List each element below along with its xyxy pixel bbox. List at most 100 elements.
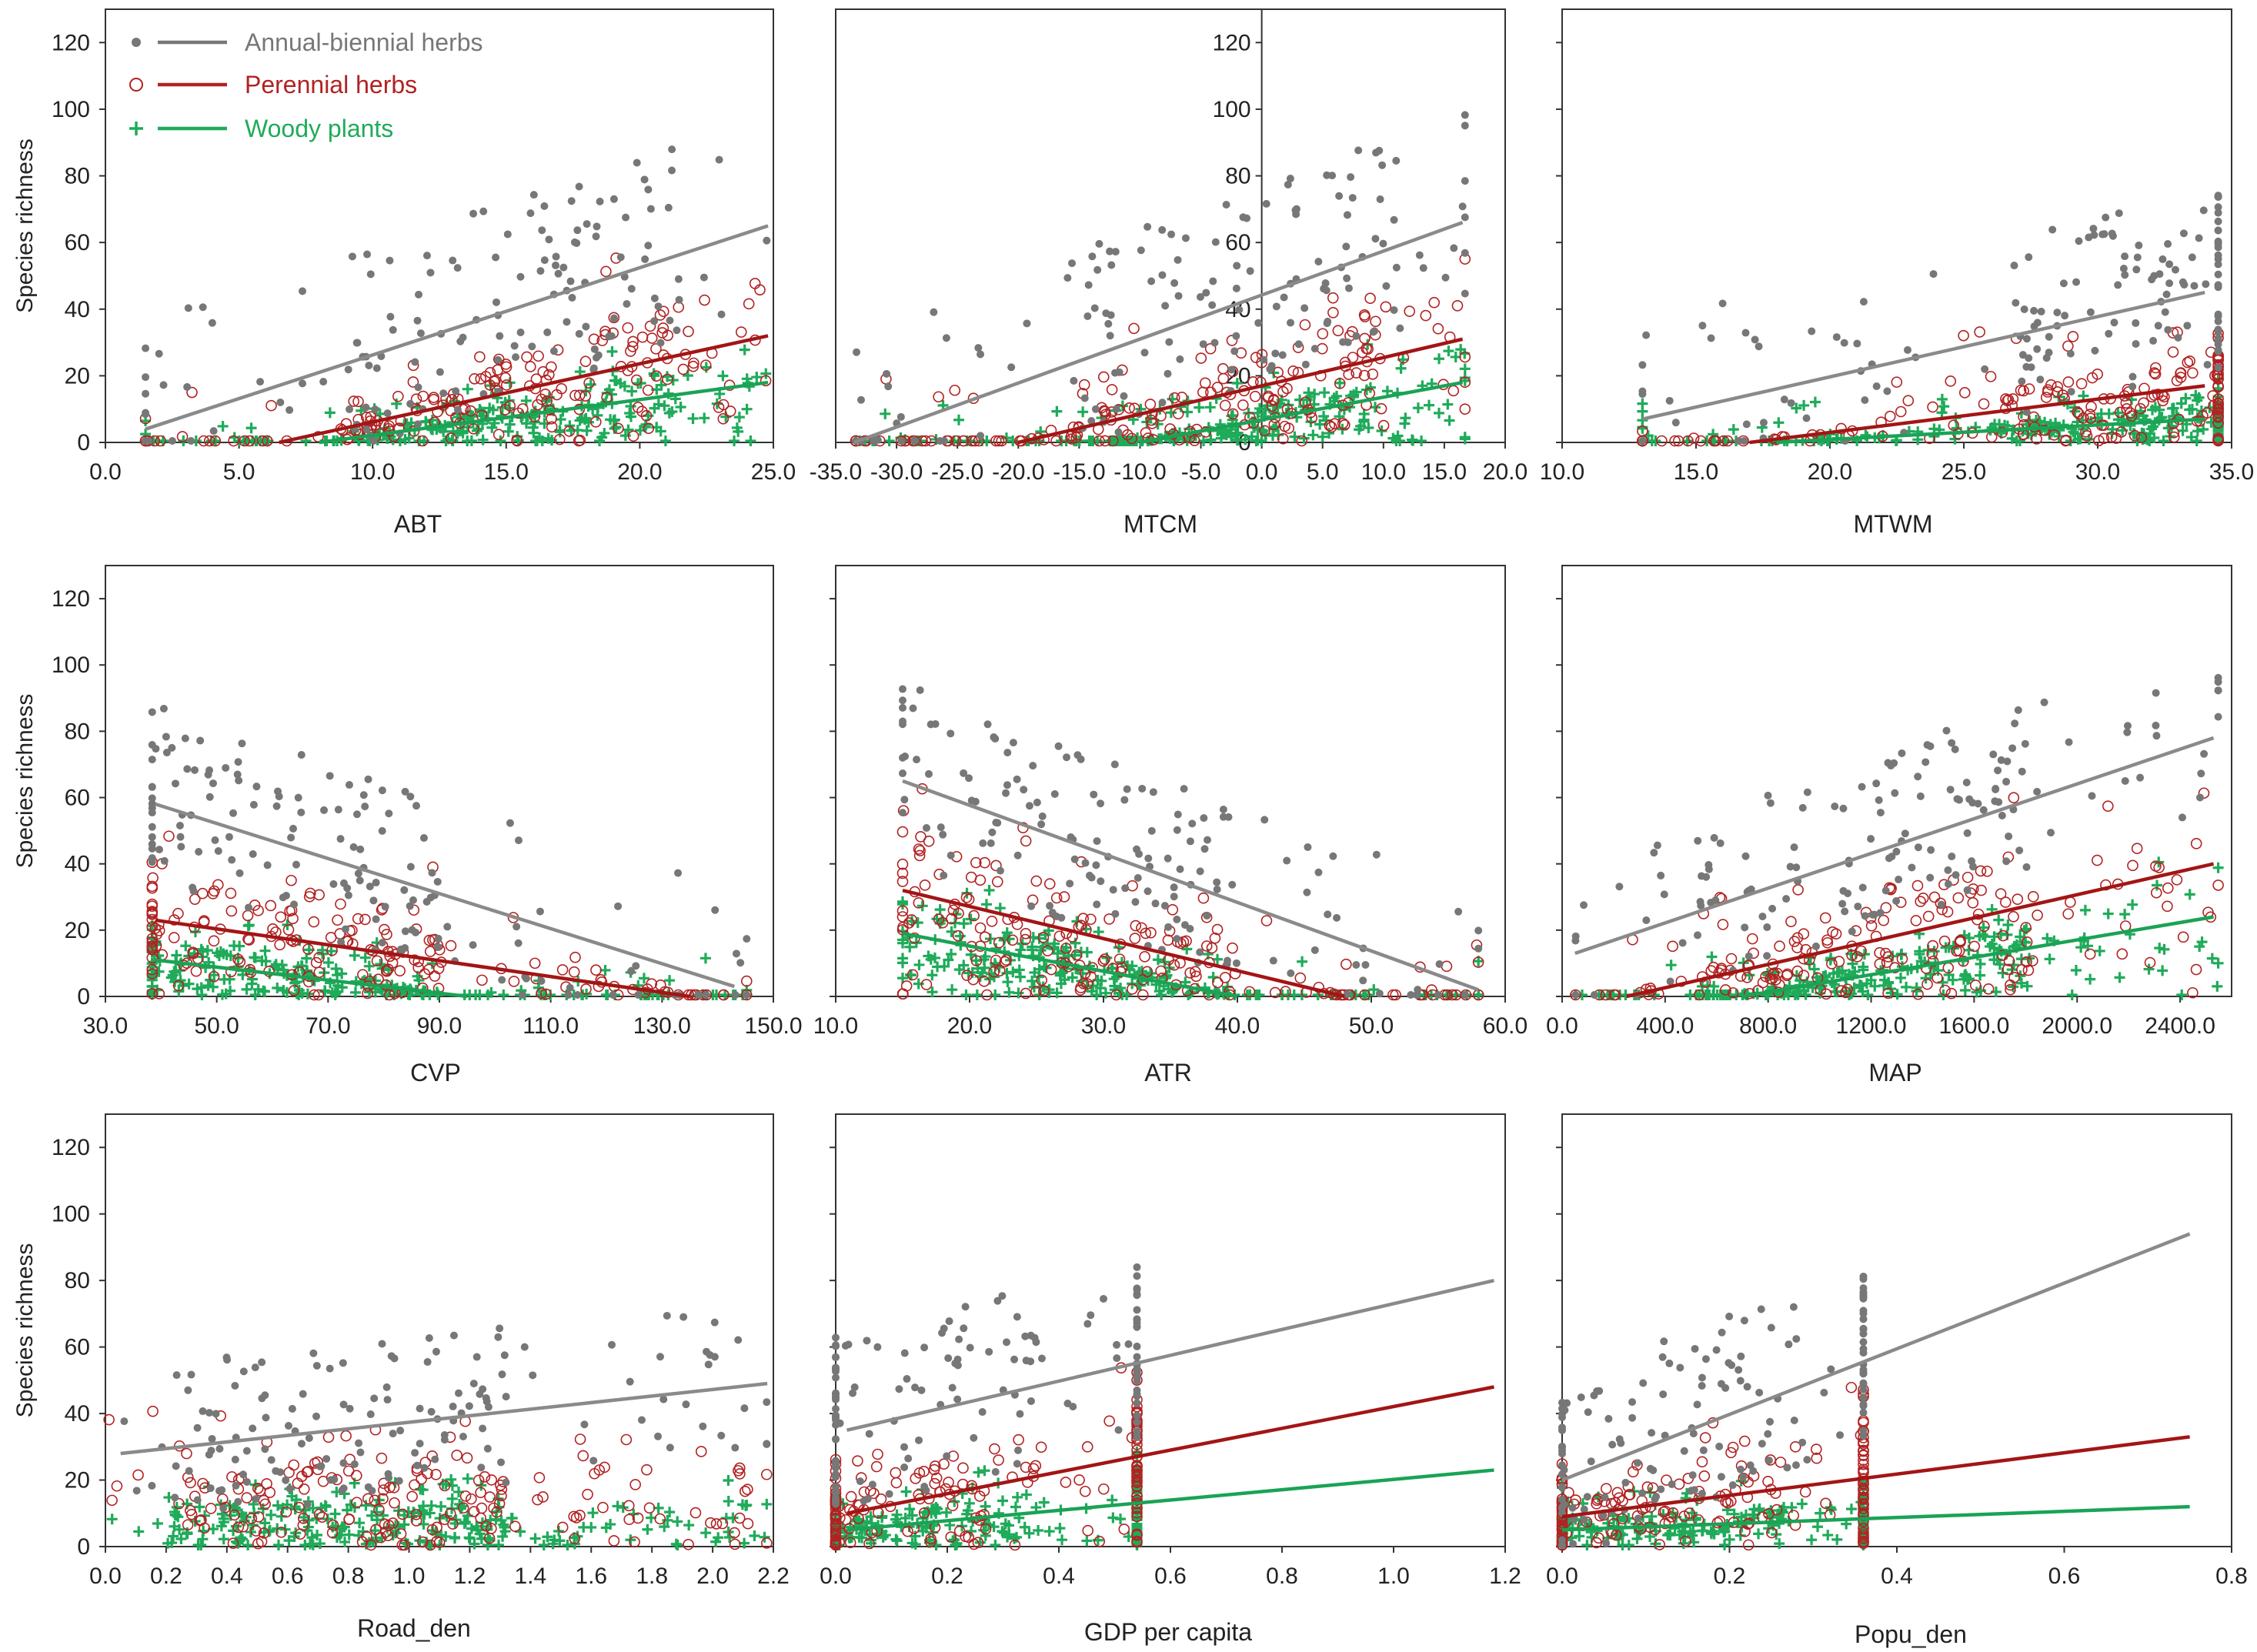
perennial-point xyxy=(256,435,269,447)
annual-point xyxy=(1050,790,1059,799)
annual-point xyxy=(231,1455,239,1463)
annual-point xyxy=(1149,788,1157,796)
annual-point xyxy=(1872,779,1881,788)
annual-point xyxy=(1419,264,1427,272)
woody-point xyxy=(1940,942,1952,953)
woody-point xyxy=(449,1533,460,1544)
annual-point xyxy=(195,847,203,856)
woody-point xyxy=(1319,387,1330,399)
woody-point xyxy=(739,344,750,355)
annual-point xyxy=(1272,302,1280,311)
perennial-point xyxy=(275,1527,287,1538)
perennial-point xyxy=(830,1512,842,1524)
perennial-point xyxy=(172,980,185,992)
perennial-point xyxy=(172,907,184,919)
annual-point xyxy=(252,783,261,791)
perennial-point xyxy=(352,395,364,408)
annual-point xyxy=(160,856,169,865)
perennial-point xyxy=(623,1500,635,1512)
annual-point xyxy=(449,1402,457,1410)
perennial-point xyxy=(1404,305,1416,317)
x-tick-label: 15.0 xyxy=(484,459,529,485)
woody-point xyxy=(173,986,185,997)
woody-point xyxy=(283,1535,295,1547)
perennial-fit-line xyxy=(1749,384,2205,445)
perennial-point xyxy=(1390,989,1401,1001)
perennial-point xyxy=(1928,891,1941,903)
perennial-point xyxy=(540,988,552,1000)
annual-point xyxy=(2022,863,2031,871)
perennial-point xyxy=(1281,382,1293,395)
perennial-point xyxy=(1669,435,1681,447)
woody-point xyxy=(619,380,630,392)
woody-point xyxy=(1878,980,1890,991)
annual-point xyxy=(1063,753,1071,762)
perennial-point xyxy=(996,435,1007,447)
x-axis-title: Road_den xyxy=(357,1614,471,1642)
perennial-point xyxy=(147,1405,159,1417)
annual-point xyxy=(1091,405,1100,413)
annual-point xyxy=(1324,910,1332,919)
annual-point xyxy=(1027,1357,1035,1366)
perennial-point xyxy=(252,1511,265,1523)
perennial-point xyxy=(1826,958,1838,970)
annual-point xyxy=(666,316,674,325)
perennial-point xyxy=(2002,394,2015,405)
perennial-point xyxy=(287,913,299,925)
annual-point xyxy=(2214,281,2222,289)
x-tick-label: 60.0 xyxy=(1483,1013,1527,1039)
annual-point xyxy=(1968,863,1977,871)
annual-point xyxy=(1164,369,1172,378)
perennial-point xyxy=(1122,429,1134,441)
woody-point xyxy=(342,1504,353,1516)
perennial-point xyxy=(1332,325,1344,337)
annual-point xyxy=(1123,785,1131,793)
perennial-point xyxy=(729,1527,740,1539)
perennial-point xyxy=(761,1468,773,1480)
annual-point xyxy=(1926,873,1935,882)
annual-point xyxy=(385,809,393,818)
perennial-point xyxy=(734,1468,746,1480)
perennial-point xyxy=(930,1472,943,1484)
annual-point xyxy=(996,866,1004,875)
perennial-point xyxy=(1821,934,1833,946)
annual-point xyxy=(1764,791,1772,799)
annual-point xyxy=(1209,277,1217,285)
annual-point xyxy=(900,796,909,804)
y-axis-title: Species richness xyxy=(12,139,38,313)
perennial-point xyxy=(743,298,755,310)
perennial-point xyxy=(312,989,325,1001)
annual-point xyxy=(365,361,373,369)
annual-point xyxy=(1167,230,1176,239)
annual-point xyxy=(148,844,156,853)
perennial-point xyxy=(408,904,420,916)
perennial-point xyxy=(1013,1433,1024,1446)
woody-point xyxy=(1107,1494,1118,1506)
woody-point xyxy=(1412,402,1424,414)
annual-point xyxy=(2002,777,2011,786)
annual-point xyxy=(1133,1263,1141,1271)
annual-point xyxy=(1872,382,1881,391)
woody-point xyxy=(349,1477,360,1489)
annual-point xyxy=(1063,1400,1072,1408)
annual-point xyxy=(559,263,568,272)
y-tick-label: 0 xyxy=(77,1534,90,1560)
annual-point xyxy=(1131,898,1140,906)
perennial-point xyxy=(1329,418,1341,429)
woody-point xyxy=(1932,965,1944,976)
annual-point xyxy=(148,1481,156,1490)
y-tick-label: 60 xyxy=(65,1335,90,1360)
woody-point xyxy=(106,1513,118,1525)
woody-point xyxy=(197,946,209,957)
perennial-point xyxy=(1672,435,1684,447)
perennial-point xyxy=(896,858,909,870)
perennial-point xyxy=(1667,940,1678,953)
perennial-point xyxy=(1472,989,1484,1001)
perennial-point xyxy=(1792,884,1804,896)
annual-point xyxy=(2152,689,2160,697)
annual-point xyxy=(320,806,329,814)
annual-point xyxy=(529,1371,537,1380)
annual-point xyxy=(1716,839,1724,847)
perennial-point xyxy=(1139,951,1150,963)
